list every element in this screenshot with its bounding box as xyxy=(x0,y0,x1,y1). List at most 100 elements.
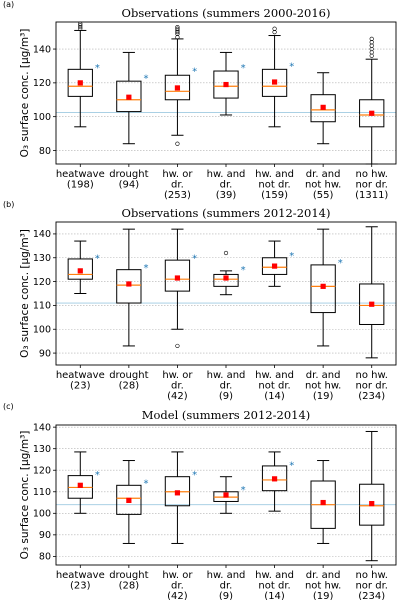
box-5: * hw. and not dr. (159) xyxy=(255,26,294,201)
box-3: * hw. or dr. (42) xyxy=(162,228,197,402)
significance-star: * xyxy=(338,258,343,269)
iqr-box xyxy=(67,258,93,280)
iqr-box xyxy=(261,465,288,492)
significance-star: * xyxy=(95,470,100,481)
mean-marker xyxy=(77,80,83,86)
outlier-point xyxy=(369,50,374,55)
x-category-label-line: (1311) xyxy=(355,190,388,201)
x-category-label-line: (42) xyxy=(167,391,188,402)
mean-marker xyxy=(320,283,326,289)
x-category-label-line: (19) xyxy=(313,591,334,600)
outlier-point xyxy=(369,53,374,58)
x-category-label-line: not dr. xyxy=(258,581,290,592)
mean-marker xyxy=(223,81,229,88)
panel-title: Observations (summers 2012-2014) xyxy=(122,206,331,220)
x-category-label-line: (9) xyxy=(219,391,233,402)
x-category-label-line: nor dr. xyxy=(355,581,387,592)
significance-star: * xyxy=(241,265,246,276)
x-category-label-line: (28) xyxy=(119,581,140,592)
iqr-box xyxy=(359,99,385,128)
x-category-label-line: not dr. xyxy=(258,180,290,191)
y-tick-label: 120 xyxy=(33,277,51,288)
iqr-box xyxy=(359,483,385,526)
x-category-label: drought (94) xyxy=(109,169,148,191)
x-category-label-line: (55) xyxy=(313,190,334,201)
box-1: * heatwave (23) xyxy=(56,451,105,592)
x-category-label-line: hw. and xyxy=(255,570,294,581)
box-7: no hw. nor dr. (1311) xyxy=(355,36,388,201)
x-category-label-line: heatwave xyxy=(56,169,105,180)
outlier-point xyxy=(175,141,180,146)
iqr-box xyxy=(261,257,288,275)
x-category-label-line: (9) xyxy=(219,591,233,600)
iqr-box xyxy=(67,68,93,97)
y-tick-label: 140 xyxy=(33,422,51,433)
x-category-label: drought (28) xyxy=(109,570,148,592)
y-tick-label: 120 xyxy=(33,466,51,477)
y-axis-label: O₃ surface conc. [µg/m³] xyxy=(19,29,31,158)
x-category-label-line: (198) xyxy=(67,180,94,191)
outlier-point xyxy=(175,24,180,30)
y-tick-label: 140 xyxy=(33,229,51,240)
x-category-label-line: hw. and xyxy=(255,169,294,180)
panel-3: (c) Model (summers 2012-2014) 80 90 100 110 12… xyxy=(3,402,397,600)
significance-star: * xyxy=(144,479,149,490)
x-category-label-line: no hw. xyxy=(356,169,388,180)
mean-marker xyxy=(271,263,278,269)
y-tick-label: 100 xyxy=(33,325,51,336)
mean-marker xyxy=(369,501,375,507)
box-6: dr. and not hw. (19) xyxy=(305,460,341,600)
box-5: * hw. and not dr. (14) xyxy=(255,451,294,600)
panel-label: (a) xyxy=(3,0,14,9)
x-category-label-line: nor dr. xyxy=(355,180,387,191)
x-category-label: no hw. nor dr. (234) xyxy=(355,570,387,600)
y-tick-label: 120 xyxy=(33,78,51,89)
significance-star: * xyxy=(95,63,100,74)
mean-marker xyxy=(369,301,375,307)
panel-1: (a) Observations (summers 2000-2016) 80 100… xyxy=(3,0,397,201)
panel-title: Observations (summers 2000-2016) xyxy=(122,6,331,20)
box-5: * hw. and not dr. (14) xyxy=(255,240,294,402)
mean-marker xyxy=(174,275,181,281)
x-category-label-line: no hw. xyxy=(356,370,388,381)
y-axis-label: O₃ surface conc. [µg/m³] xyxy=(19,431,31,560)
y-tick-label: 80 xyxy=(39,552,51,563)
outlier-point xyxy=(223,250,229,256)
x-category-label-line: not hw. xyxy=(305,581,341,592)
box-3: * hw. or dr. (42) xyxy=(162,451,197,600)
mean-marker xyxy=(320,499,326,506)
x-category-label-line: drought xyxy=(109,370,148,381)
iqr-box xyxy=(261,68,288,97)
x-category-label: heatwave (198) xyxy=(56,169,105,191)
x-category-label-line: not dr. xyxy=(258,381,290,392)
x-category-label: hw. or dr. (42) xyxy=(162,570,193,600)
x-category-label-line: dr. xyxy=(171,581,184,592)
x-category-label-line: dr. xyxy=(171,381,184,392)
x-category-label-line: (234) xyxy=(358,591,385,600)
y-tick-label: 100 xyxy=(33,509,51,520)
x-category-label-line: (19) xyxy=(313,391,334,402)
box-6: dr. and not hw. (55) xyxy=(305,72,341,201)
y-tick-label: 110 xyxy=(33,301,51,312)
x-category-label-line: dr. and xyxy=(306,169,341,180)
outlier-point xyxy=(175,26,180,31)
iqr-box xyxy=(213,273,239,287)
outlier-point xyxy=(272,26,277,31)
mean-marker xyxy=(126,94,132,100)
outlier-point xyxy=(272,30,277,35)
x-category-label: no hw. nor dr. (234) xyxy=(355,370,387,402)
box-1: * heatwave (23) xyxy=(56,240,105,392)
x-category-label-line: dr. xyxy=(220,180,233,191)
y-tick-label: 100 xyxy=(33,112,51,123)
significance-star: * xyxy=(289,61,294,72)
box-2: * drought (28) xyxy=(109,460,149,592)
x-category-label: dr. and not hw. (55) xyxy=(305,169,341,201)
significance-star: * xyxy=(95,253,100,264)
x-category-label-line: (159) xyxy=(261,190,288,201)
significance-star: * xyxy=(192,67,197,78)
box-7: no hw. nor dr. (234) xyxy=(355,430,388,600)
mean-marker xyxy=(369,110,375,116)
outlier-point xyxy=(369,43,374,48)
x-category-label: hw. and not dr. (14) xyxy=(255,570,294,600)
significance-star: * xyxy=(192,470,197,481)
